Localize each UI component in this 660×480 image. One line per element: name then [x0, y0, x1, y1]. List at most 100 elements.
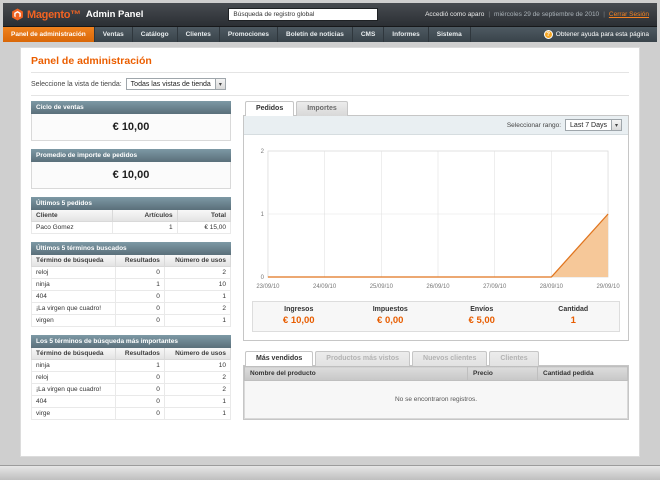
bestsellers-panel: Nombre del producto Precio Cantidad pedi…	[243, 365, 629, 420]
browser-status-bar	[0, 465, 660, 480]
nav-item-ventas[interactable]: Ventas	[95, 27, 133, 42]
range-value: Last 7 Days	[570, 121, 607, 129]
nav-item-clientes[interactable]: Clientes	[178, 27, 220, 42]
top-search-terms-title: Los 5 términos de búsqueda más important…	[31, 335, 231, 348]
col-termino: Término de búsqueda	[30, 348, 117, 360]
search-term-row[interactable]: ¡La virgen que cuadro! 0 2	[30, 302, 232, 315]
search-term-row[interactable]: 404 0 1	[30, 290, 232, 303]
dashboard-main: Pedidos Importes Seleccionar rango: Last…	[243, 101, 629, 428]
orders-chart: 23/09/10 24/09/10 25/09/10 26/09/10 27/09/10…	[252, 143, 620, 293]
term: 404	[30, 395, 117, 408]
page-help-link[interactable]: ? Obtener ayuda para esta página	[536, 27, 657, 42]
results: 0	[115, 383, 165, 396]
stat-impuestos: Impuestos € 0,00	[345, 302, 437, 331]
order-items: 1	[111, 221, 178, 234]
bottom-grids: Más vendidos Productos más vistos Nuevos…	[243, 351, 629, 420]
tab-nuevos-clientes[interactable]: Nuevos clientes	[412, 351, 488, 366]
last-search-terms-title: Últimos 5 términos buscados	[31, 242, 231, 255]
order-row[interactable]: Paco Gomez 1 € 15,00	[31, 221, 232, 234]
range-select[interactable]: Last 7 Days ▾	[565, 119, 622, 131]
order-customer: Paco Gomez	[31, 221, 113, 234]
tab-importes[interactable]: Importes	[296, 101, 348, 116]
table-header-row: Término de búsqueda Resultados Número de…	[30, 255, 232, 267]
nav-item-promociones[interactable]: Promociones	[220, 27, 279, 42]
svg-text:23/09/10: 23/09/10	[256, 284, 280, 290]
stat-value: € 10,00	[282, 315, 315, 326]
global-search-input[interactable]	[228, 8, 379, 21]
nav-item-catalogo[interactable]: Catálogo	[133, 27, 178, 42]
uses: 1	[163, 395, 232, 408]
last-orders-table: Cliente Artículos Total Paco Gomez 1 € 1…	[31, 210, 232, 234]
search-term-row[interactable]: virgen 0 1	[30, 314, 232, 327]
search-term-row[interactable]: ninja 1 10	[30, 359, 232, 372]
dashboard-columns: Ciclo de ventas € 10,00 Promedio de impo…	[30, 101, 629, 428]
term: reloj	[30, 266, 117, 279]
lifetime-sales-title: Ciclo de ventas	[31, 101, 231, 114]
nav-item-informes[interactable]: Informes	[384, 27, 429, 42]
tab-clientes[interactable]: Clientes	[489, 351, 539, 366]
chevron-down-icon: ▾	[214, 79, 225, 89]
search-term-row[interactable]: reloj 0 2	[30, 266, 232, 279]
svg-text:0: 0	[261, 275, 265, 281]
search-term-row[interactable]: 404 0 1	[30, 395, 232, 408]
svg-text:1: 1	[261, 212, 265, 218]
average-orders-value: € 10,00	[31, 162, 231, 189]
tab-pedidos[interactable]: Pedidos	[245, 101, 295, 116]
table-header-row: Nombre del producto Precio Cantidad pedi…	[244, 366, 628, 381]
help-icon: ?	[543, 30, 553, 39]
nav-item-boletin-noticias[interactable]: Boletín de noticias	[278, 27, 353, 42]
last-search-terms-table: Término de búsqueda Resultados Número de…	[30, 255, 232, 327]
admin-header: Magento™ Admin Panel Accedió como aparo …	[3, 3, 657, 27]
store-switcher: Seleccione la vista de tienda: Todas las…	[31, 78, 629, 90]
current-date: miércoles 29 de septiembre de 2010	[494, 11, 600, 18]
svg-text:28/09/10: 28/09/10	[540, 284, 564, 290]
svg-text:29/09/10: 29/09/10	[596, 284, 620, 290]
lifetime-sales-value: € 10,00	[31, 114, 231, 141]
search-term-row[interactable]: virge 0 1	[30, 407, 232, 420]
nav-item-dashboard[interactable]: Panel de administración	[3, 27, 95, 42]
search-term-row[interactable]: ¡La virgen que cuadro! 0 2	[30, 383, 232, 396]
average-orders-box: Promedio de importe de pedidos € 10,00	[31, 149, 231, 189]
main-nav: Panel de administración Ventas Catálogo …	[3, 27, 657, 42]
table-header-row: Cliente Artículos Total	[31, 210, 232, 222]
stat-label: Ingresos	[284, 306, 314, 313]
top-search-terms-table: Término de búsqueda Resultados Número de…	[30, 348, 232, 420]
stat-cantidad: Cantidad 1	[528, 302, 620, 331]
uses: 1	[163, 314, 232, 327]
logo-subtitle: Admin Panel	[85, 9, 144, 20]
bestsellers-table: Nombre del producto Precio Cantidad pedi…	[244, 366, 628, 419]
page-title: Panel de administración	[31, 55, 152, 67]
results: 0	[115, 290, 165, 303]
lifetime-sales-box: Ciclo de ventas € 10,00	[31, 101, 231, 141]
average-orders-title: Promedio de importe de pedidos	[31, 149, 231, 162]
uses: 1	[163, 407, 232, 420]
uses: 2	[163, 266, 232, 279]
last-search-terms-box: Últimos 5 términos buscados Término de b…	[30, 242, 232, 327]
last-orders-box: Últimos 5 pedidos Cliente Artículos Tota…	[31, 197, 232, 234]
term: reloj	[30, 371, 117, 384]
svg-text:24/09/10: 24/09/10	[313, 284, 337, 290]
search-term-row[interactable]: ninja 1 10	[30, 278, 232, 291]
nav-item-cms[interactable]: CMS	[353, 27, 385, 42]
store-view-select[interactable]: Todas las vistas de tienda ▾	[125, 78, 226, 90]
diagram-tabs: Pedidos Importes	[243, 101, 629, 116]
results: 0	[115, 302, 165, 315]
term: ¡La virgen que cuadro!	[30, 302, 117, 315]
empty-row: No se encontraron registros.	[244, 380, 628, 419]
tab-productos-mas-vistos[interactable]: Productos más vistos	[315, 351, 411, 366]
search-term-row[interactable]: reloj 0 2	[30, 371, 232, 384]
header-user-info: Accedió como aparo | miércoles 29 de sep…	[425, 11, 649, 18]
separator: |	[488, 11, 491, 18]
logout-link[interactable]: Cerrar Sesión	[608, 11, 649, 18]
divider	[31, 72, 629, 73]
stat-envios: Envíos € 5,00	[436, 302, 528, 331]
order-total: € 15,00	[176, 221, 232, 234]
store-view-value: Todas las vistas de tienda	[130, 80, 211, 88]
col-resultados: Resultados	[115, 255, 165, 267]
top-search-terms-box: Los 5 términos de búsqueda más important…	[30, 335, 232, 420]
term: ¡La virgen que cuadro!	[30, 383, 117, 396]
nav-item-sistema[interactable]: Sistema	[429, 27, 471, 42]
results: 1	[115, 359, 165, 372]
tab-mas-vendidos[interactable]: Más vendidos	[245, 351, 314, 366]
col-termino: Término de búsqueda	[30, 255, 117, 267]
